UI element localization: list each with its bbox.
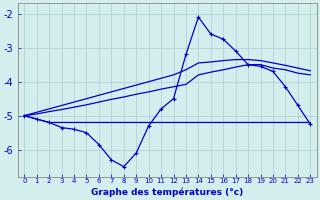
X-axis label: Graphe des températures (°c): Graphe des températures (°c) xyxy=(91,187,244,197)
